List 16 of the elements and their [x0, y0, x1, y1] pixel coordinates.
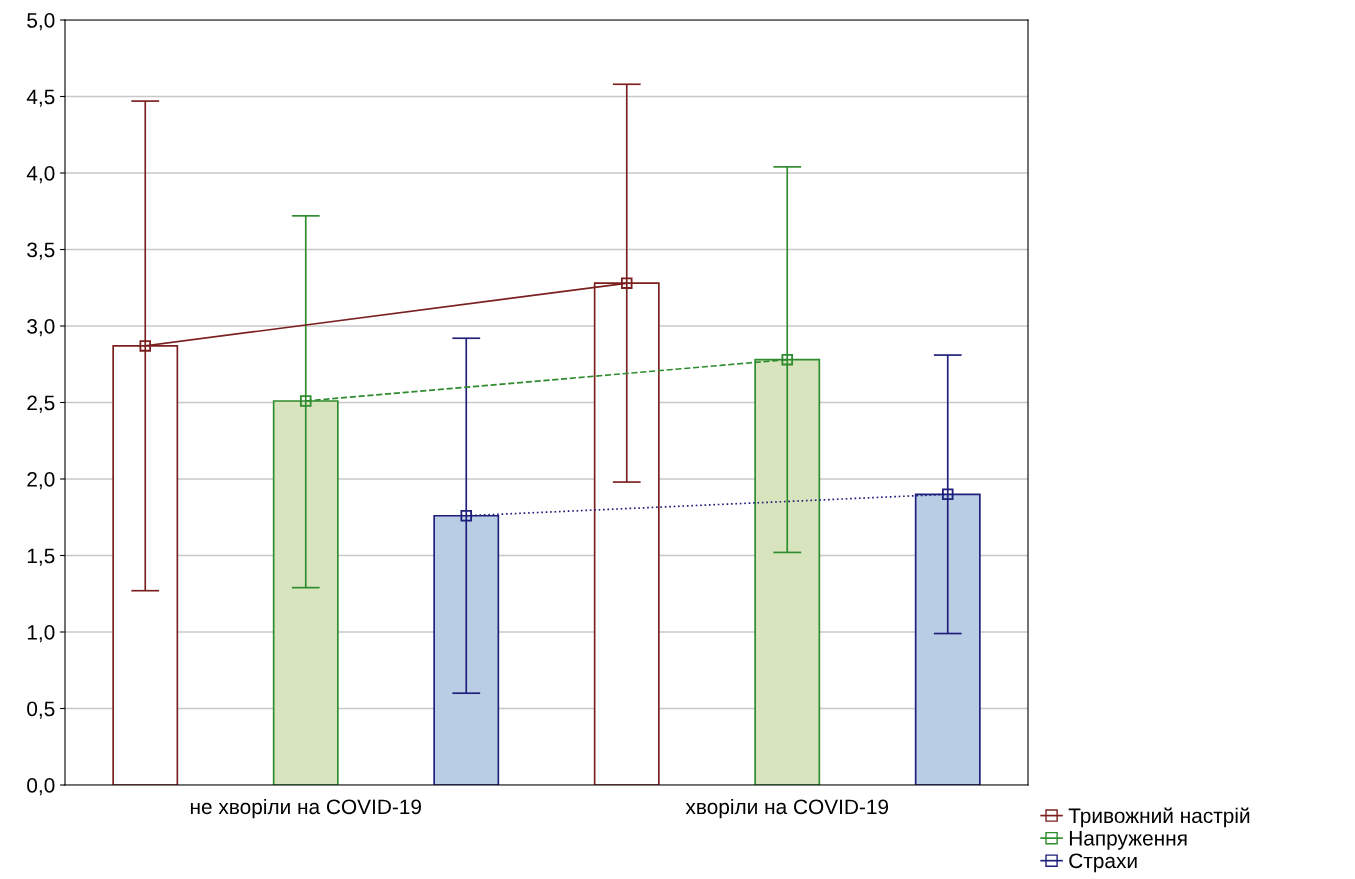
y-tick-label: 1,0: [27, 625, 55, 643]
y-tick-label: 0,5: [27, 701, 55, 719]
legend-label: Тривожний настрій: [1068, 807, 1250, 828]
y-tick-label: 4,0: [26, 166, 55, 184]
legend-label: Страхи: [1069, 853, 1137, 873]
x-tick-label: хворіли на COVID-19: [685, 798, 889, 819]
x-tick-label: не хворіли на COVID-19: [190, 798, 422, 819]
y-tick-label: 1,5: [27, 548, 55, 566]
y-tick-label: 4,5: [26, 89, 55, 107]
y-tick-label: 3,5: [27, 242, 55, 260]
y-tick-label: 2,5: [27, 395, 55, 413]
legend-label: Напруження: [1069, 831, 1187, 850]
y-tick-label: 3,0: [27, 319, 55, 337]
y-tick-label: 5,0: [27, 13, 55, 31]
y-tick-label: 0,0: [27, 778, 55, 796]
y-tick-label: 2,0: [27, 472, 55, 490]
